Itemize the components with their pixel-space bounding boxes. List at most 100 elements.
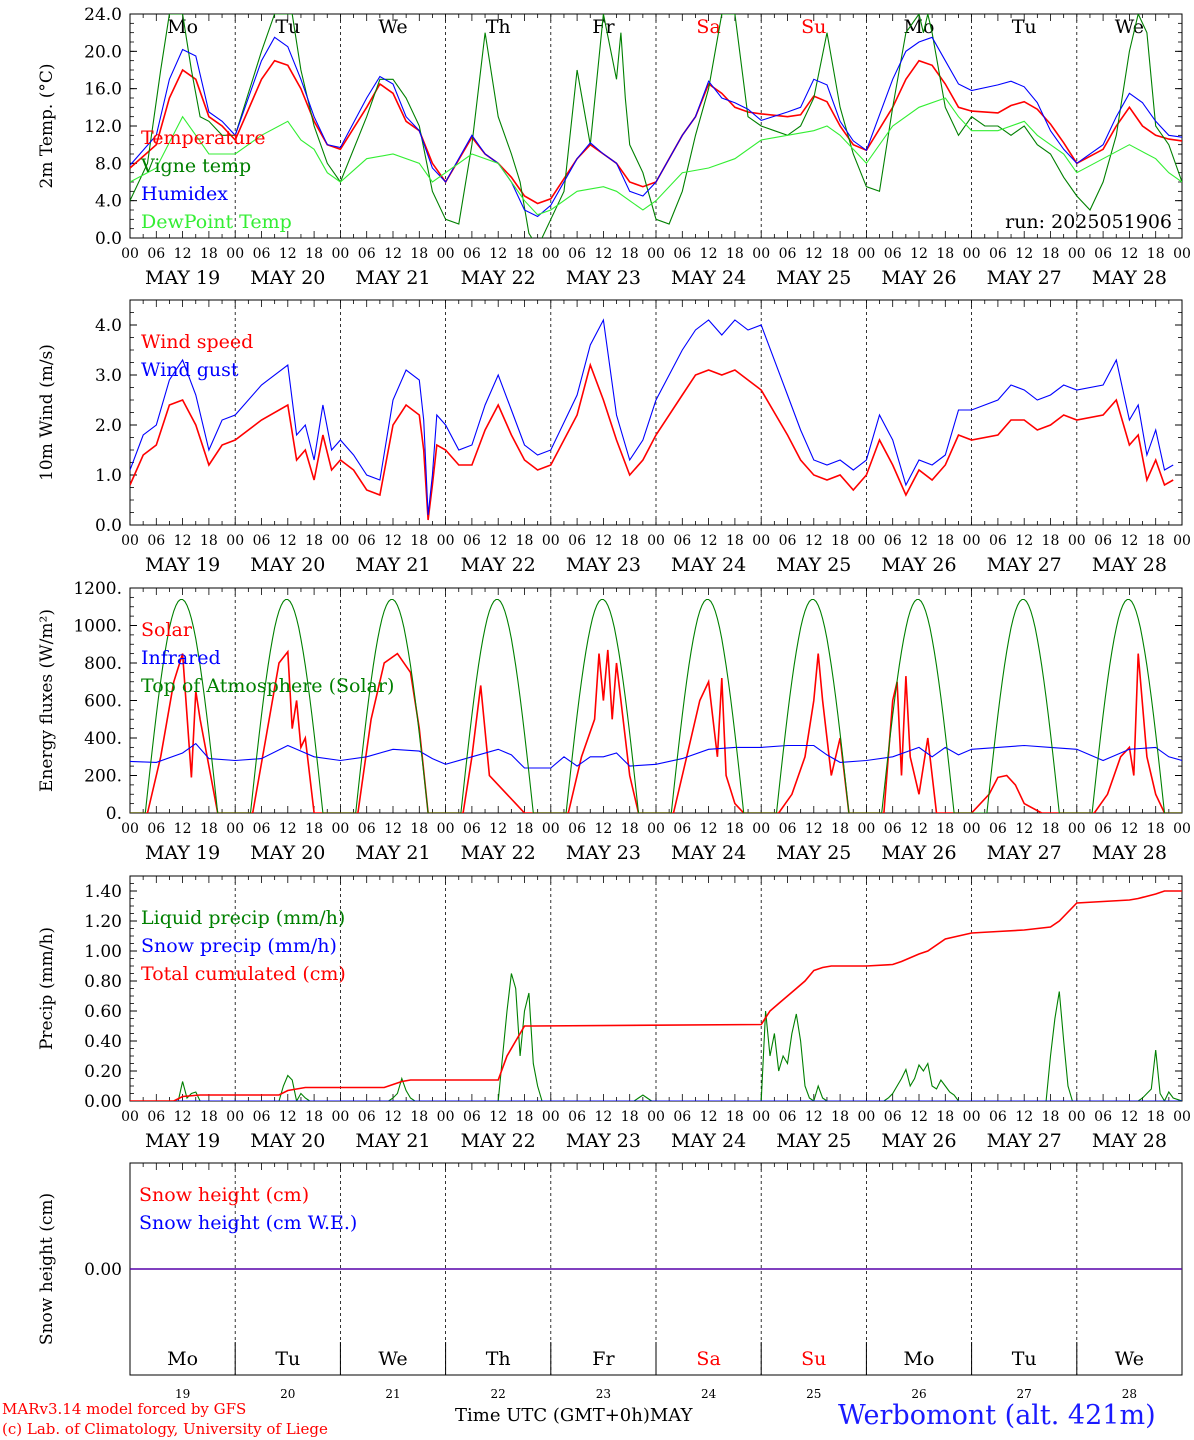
day-number-label: 26 xyxy=(911,1387,926,1401)
date-label: MAY 24 xyxy=(671,554,746,576)
day-number-label: 21 xyxy=(385,1387,400,1401)
hour-tick-label: 06 xyxy=(673,821,691,837)
hour-tick-label: 18 xyxy=(726,821,744,837)
hour-tick-label: 06 xyxy=(358,1109,376,1125)
date-label: MAY 24 xyxy=(671,267,746,289)
hour-tick-label: 18 xyxy=(621,821,639,837)
date-label: MAY 22 xyxy=(461,267,536,289)
hour-tick-label: 00 xyxy=(331,246,349,262)
hour-tick-label: 00 xyxy=(1068,821,1086,837)
hour-tick-label: 12 xyxy=(489,821,507,837)
hour-tick-label: 12 xyxy=(700,533,718,549)
hour-tick-label: 00 xyxy=(647,533,665,549)
legend-entry: Snow height (cm W.E.) xyxy=(139,1212,357,1234)
series-line-humidex xyxy=(130,36,1182,218)
y-axis-label: Precip (mm/h) xyxy=(37,927,57,1050)
hour-tick-label: 18 xyxy=(831,246,849,262)
hour-tick-label: 06 xyxy=(147,246,165,262)
hour-tick-label: 00 xyxy=(121,246,139,262)
hour-tick-label: 00 xyxy=(963,1109,981,1125)
hour-tick-label: 18 xyxy=(1147,533,1165,549)
hour-tick-label: 18 xyxy=(936,1109,954,1125)
hour-tick-label: 06 xyxy=(568,533,586,549)
hour-tick-label: 00 xyxy=(437,246,455,262)
y-tick-label: 2.0 xyxy=(95,416,122,436)
day-name-label: Sa xyxy=(696,16,720,38)
date-label: MAY 20 xyxy=(250,842,325,864)
hour-tick-label: 18 xyxy=(831,821,849,837)
legend-entry: Infrared xyxy=(141,647,221,669)
y-tick-label: 12.0 xyxy=(84,117,122,137)
hour-tick-label: 18 xyxy=(831,1109,849,1125)
day-name-label: Mo xyxy=(904,16,935,38)
time-label: Time UTC (GMT+0h) xyxy=(455,1405,650,1426)
date-label: MAY 27 xyxy=(987,554,1062,576)
day-number-label: 28 xyxy=(1122,1387,1137,1401)
hour-tick-label: 06 xyxy=(989,246,1007,262)
hour-tick-label: 12 xyxy=(1120,1109,1138,1125)
y-tick-label: 1.20 xyxy=(84,912,122,932)
hour-tick-label: 06 xyxy=(1094,246,1112,262)
hour-tick-label: 12 xyxy=(700,1109,718,1125)
day-name-label: We xyxy=(1115,1348,1144,1370)
hour-tick-label: 00 xyxy=(1173,246,1191,262)
hour-tick-label: 12 xyxy=(594,533,612,549)
hour-tick-label: 12 xyxy=(279,246,297,262)
hour-tick-label: 06 xyxy=(253,246,271,262)
hour-tick-label: 00 xyxy=(121,821,139,837)
hour-tick-label: 12 xyxy=(279,1109,297,1125)
hour-tick-label: 18 xyxy=(200,1109,218,1125)
y-tick-label: 0. xyxy=(106,804,122,824)
hour-tick-label: 06 xyxy=(253,821,271,837)
hour-tick-label: 18 xyxy=(410,533,428,549)
hour-tick-label: 06 xyxy=(989,1109,1007,1125)
hour-tick-label: 12 xyxy=(910,246,928,262)
hour-tick-label: 00 xyxy=(542,246,560,262)
legend-entry: Wind gust xyxy=(141,359,239,381)
y-tick-label: 0.0 xyxy=(95,229,122,249)
hour-tick-label: 00 xyxy=(437,821,455,837)
hour-tick-label: 00 xyxy=(437,533,455,549)
y-axis-label: Energy fluxes (W/m²) xyxy=(37,609,57,792)
legend-entry: Snow precip (mm/h) xyxy=(141,935,337,957)
hour-tick-label: 06 xyxy=(673,1109,691,1125)
legend-entry: Vigne temp xyxy=(140,155,251,177)
legend-entry: Solar xyxy=(141,619,193,641)
hour-tick-label: 06 xyxy=(1094,1109,1112,1125)
hour-tick-label: 18 xyxy=(305,1109,323,1125)
hour-tick-label: 18 xyxy=(305,246,323,262)
day-name-label: We xyxy=(378,16,407,38)
hour-tick-label: 18 xyxy=(936,821,954,837)
hour-tick-label: 12 xyxy=(489,1109,507,1125)
series-line-top-of-atmosphere-solar- xyxy=(130,598,1182,813)
date-label: MAY 23 xyxy=(566,267,641,289)
hour-tick-label: 00 xyxy=(1068,533,1086,549)
date-label: MAY 25 xyxy=(776,554,851,576)
hour-tick-label: 12 xyxy=(910,1109,928,1125)
hour-tick-label: 12 xyxy=(1015,821,1033,837)
hour-tick-label: 00 xyxy=(1068,246,1086,262)
date-label: MAY 21 xyxy=(355,842,430,864)
hour-tick-label: 18 xyxy=(726,246,744,262)
hour-tick-label: 18 xyxy=(621,533,639,549)
hour-tick-label: 00 xyxy=(963,821,981,837)
hour-tick-label: 06 xyxy=(673,533,691,549)
series-line-total-cumulated-cm- xyxy=(130,890,1182,1101)
y-tick-label: 0.80 xyxy=(84,972,122,992)
hour-tick-label: 00 xyxy=(437,1109,455,1125)
date-label: MAY 21 xyxy=(355,267,430,289)
date-label: MAY 23 xyxy=(566,842,641,864)
hour-tick-label: 06 xyxy=(463,821,481,837)
y-tick-label: 0.0 xyxy=(95,516,122,536)
day-name-label: Fr xyxy=(592,16,615,38)
hour-tick-label: 00 xyxy=(121,1109,139,1125)
hour-tick-label: 00 xyxy=(226,533,244,549)
hour-tick-label: 18 xyxy=(831,533,849,549)
hour-tick-label: 00 xyxy=(1068,1109,1086,1125)
day-name-label: Mo xyxy=(904,1348,935,1370)
hour-tick-label: 18 xyxy=(1147,821,1165,837)
hour-tick-label: 12 xyxy=(700,821,718,837)
date-label: MAY 26 xyxy=(881,267,956,289)
legend-entry: Liquid precip (mm/h) xyxy=(141,907,345,929)
